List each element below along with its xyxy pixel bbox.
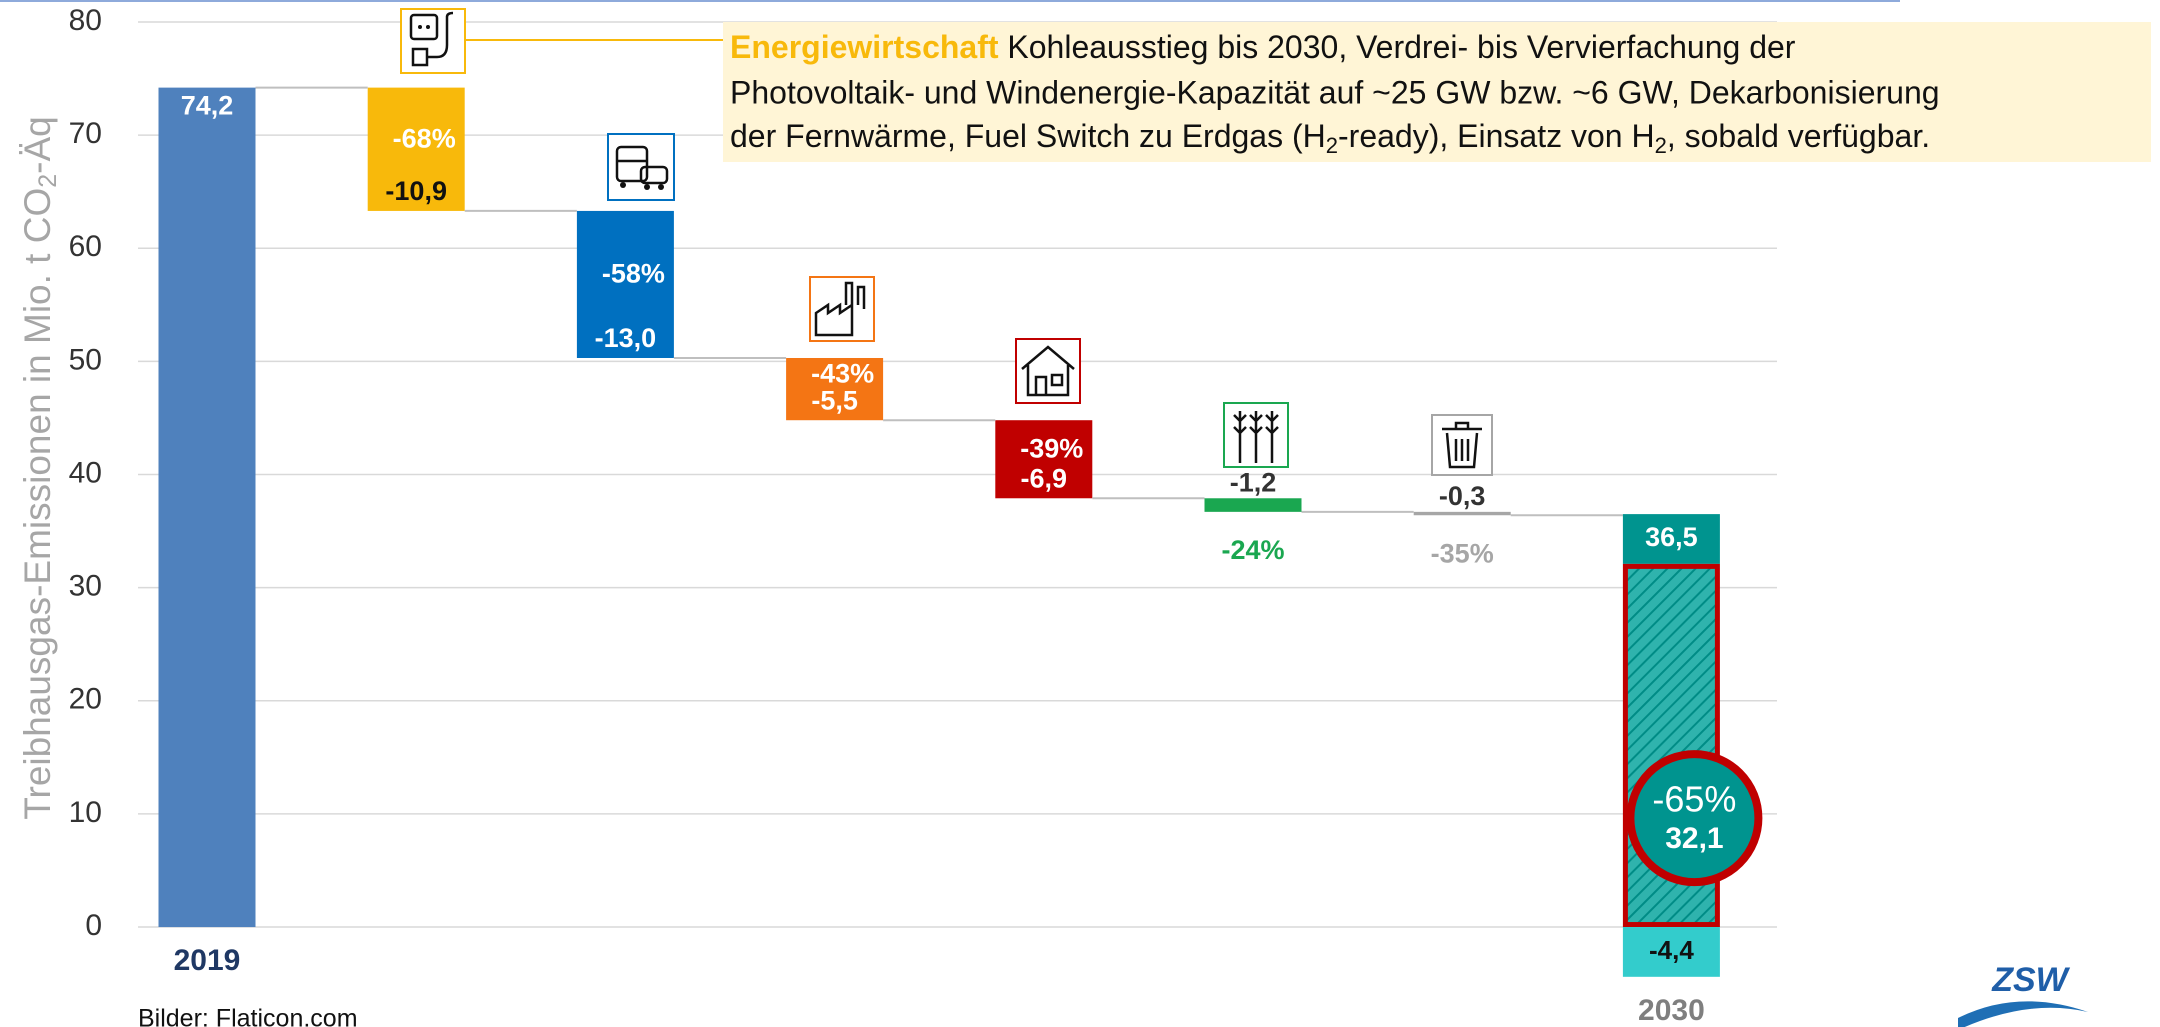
bar [576, 210, 674, 358]
y-tick-label: 10 [69, 796, 102, 829]
y-tick-label: 70 [69, 117, 102, 150]
bar [786, 357, 884, 421]
data-label: -43% [811, 358, 874, 388]
y-label-text: -Äq [17, 116, 58, 174]
icon-industry [809, 276, 875, 342]
footnote: Bilder: Flaticon.com [138, 1005, 358, 1027]
annotation-text: der Fernwärme, Fuel Switch zu Erdgas (H [730, 118, 1326, 154]
annotation-sub: 2 [1655, 133, 1667, 158]
y-tick-label: 60 [69, 230, 102, 263]
annotation-line: der Fernwärme, Fuel Switch zu Erdgas (H2… [730, 118, 1930, 157]
icon-building [1015, 338, 1081, 404]
y-tick-label: 30 [69, 570, 102, 603]
data-label: -10,9 [385, 176, 447, 206]
data-label: -0,3 [1439, 481, 1486, 511]
annotation-line: Energiewirtschaft Kohleausstieg bis 2030… [730, 29, 1796, 65]
y-axis-label: Treibhausgas-Emissionen in Mio. t CO2-Äq [17, 116, 62, 819]
data-label: -6,9 [1021, 463, 1068, 493]
badge [1626, 750, 1763, 887]
logo: ZSW [1958, 940, 2088, 1027]
annotation-sub: 2 [1326, 133, 1338, 158]
y-tick-label: 50 [69, 343, 102, 376]
annotation-text: , sobald verfügbar. [1667, 118, 1930, 154]
data-label: 74,2 [181, 91, 234, 121]
bar [1413, 511, 1511, 516]
y-tick-label: 80 [69, 4, 102, 37]
data-label: -65% [1652, 779, 1736, 820]
data-label: -1,2 [1230, 467, 1277, 497]
bar [1622, 927, 1720, 977]
icon-transport [607, 133, 675, 201]
annotation-line: Photovoltaik- und Windenergie-Kapazität … [730, 74, 1940, 110]
annotation-text: -ready), Einsatz von H [1338, 118, 1655, 154]
annotation-text: Kohleausstieg bis 2030, Verdrei- bis Ver… [1007, 29, 1795, 65]
annotation-heading: Energiewirtschaft [730, 29, 999, 65]
data-label: -58% [602, 259, 665, 289]
y-label-text: Treibhausgas-Emissionen in Mio. t CO [17, 188, 58, 820]
y-tick-label: 0 [85, 909, 102, 942]
data-label: 36,5 [1645, 522, 1698, 552]
data-label: -35% [1431, 538, 1494, 568]
logo-text: ZSW [1991, 961, 2070, 999]
data-label: -39% [1020, 433, 1083, 463]
data-label: 32,1 [1665, 822, 1723, 855]
x-tick-label: 2019 [174, 944, 241, 977]
data-label: -68% [393, 123, 456, 153]
y-tick-label: 40 [69, 456, 102, 489]
icon-energy [400, 8, 466, 74]
annotation-box [723, 22, 2151, 162]
data-label: -13,0 [595, 323, 657, 353]
x-tick-label: 2030 [1638, 994, 1705, 1027]
bar [1622, 514, 1720, 564]
y-label-sub: 2 [34, 174, 62, 188]
bar [995, 420, 1093, 499]
data-label: -5,5 [811, 385, 858, 415]
bar [1204, 498, 1302, 512]
bar [367, 87, 465, 211]
data-label: -4,4 [1649, 935, 1694, 965]
data-label: -24% [1221, 535, 1284, 565]
icon-agriculture [1223, 402, 1289, 468]
y-tick-label: 20 [69, 683, 102, 716]
icon-waste [1431, 414, 1493, 476]
plot-area: 0102030405060708074,2-10,9-68%-13,0-58%-… [69, 4, 1777, 1027]
bar [158, 87, 256, 928]
